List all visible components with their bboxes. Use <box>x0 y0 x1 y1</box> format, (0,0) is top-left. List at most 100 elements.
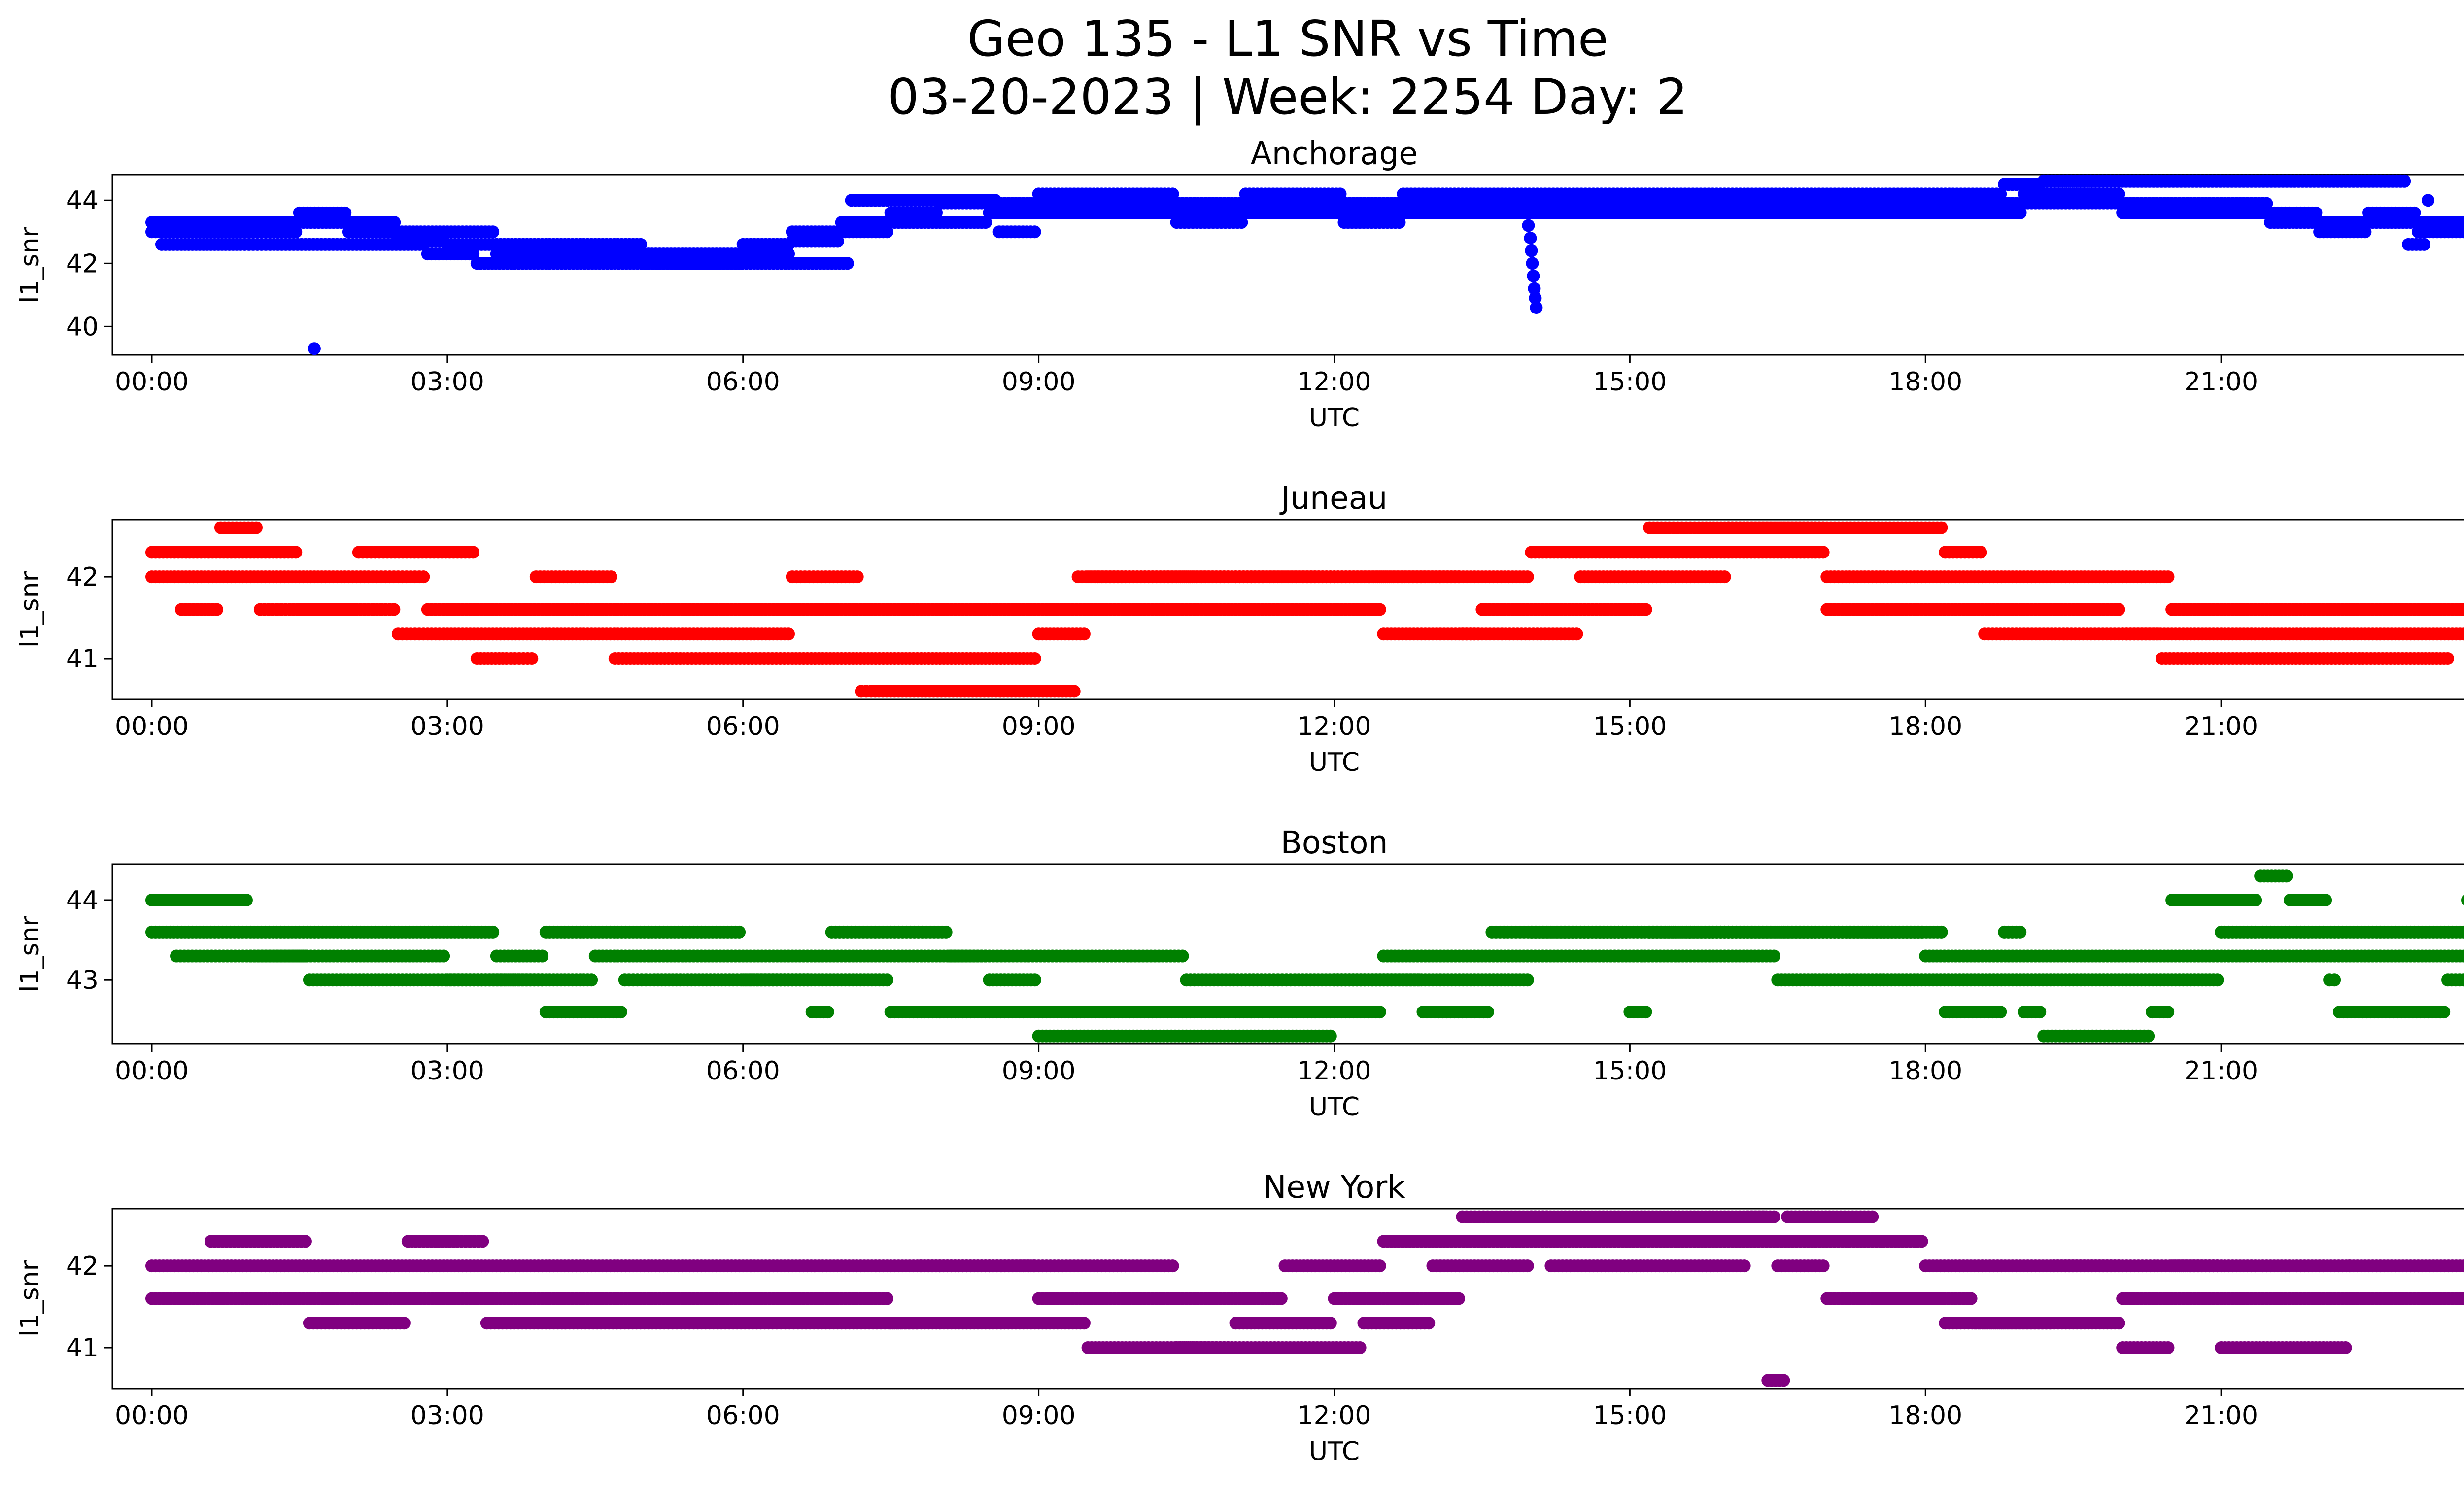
x-tick-label: 06:00 <box>706 1056 780 1086</box>
data-point <box>1639 603 1652 616</box>
data-point <box>1522 219 1535 232</box>
data-point <box>880 973 893 987</box>
panel-1: Juneau 00:00 03:00 06:00 09:00 12:00 15:00 18:0… <box>15 480 2464 777</box>
figure-title-line-1: Geo 135 - L1 SNR vs Time <box>967 10 1608 68</box>
data-point <box>604 570 617 584</box>
data-point <box>1373 603 1386 616</box>
x-tick-label: 18:00 <box>1888 367 1962 397</box>
data-point <box>1028 652 1041 665</box>
panel-title: Boston <box>1281 825 1388 861</box>
data-point <box>989 194 1002 207</box>
x-axis-label: UTC <box>1309 403 1360 433</box>
data-point <box>1077 627 1091 641</box>
x-tick-label: 15:00 <box>1593 712 1667 741</box>
data-point <box>525 652 539 665</box>
data-points <box>145 869 2464 1043</box>
x-tick-label: 15:00 <box>1593 367 1667 397</box>
x-axis-label: UTC <box>1309 1092 1360 1122</box>
y-tick-label: 44 <box>66 186 99 215</box>
figure-title: Geo 135 - L1 SNR vs Time 03-20-2023 | We… <box>0 10 2464 126</box>
x-tick-label: 18:00 <box>1888 1056 1962 1086</box>
data-point <box>437 949 450 963</box>
data-point <box>1235 216 1248 229</box>
data-point <box>1373 1006 1386 1019</box>
data-point <box>486 225 500 239</box>
data-point <box>1452 570 1465 584</box>
y-tick-label: 40 <box>66 312 99 342</box>
data-point <box>1529 291 1542 305</box>
x-tick-label: 00:00 <box>115 712 189 741</box>
data-point <box>1528 282 1541 295</box>
x-tick-label: 15:00 <box>1593 1056 1667 1086</box>
data-point <box>782 238 795 251</box>
data-point <box>1521 973 1534 987</box>
data-points <box>145 521 2464 698</box>
x-tick-label: 18:00 <box>1888 712 1962 741</box>
y-axis-label: l1_snr <box>15 915 45 992</box>
panel-2: Boston 00:00 03:00 06:00 09:00 12:00 15:00 18:0… <box>15 825 2464 1122</box>
data-points <box>145 174 2464 355</box>
data-point <box>2152 627 2165 641</box>
data-point <box>289 546 303 559</box>
x-tick-label: 00:00 <box>115 1056 189 1086</box>
data-point <box>733 925 746 939</box>
data-point <box>348 603 362 616</box>
data-point <box>1334 187 1347 201</box>
y-tick-label: 43 <box>66 966 99 995</box>
figure-title-line-2: 03-20-2023 | Week: 2254 Day: 2 <box>888 68 1688 126</box>
data-point <box>308 342 321 355</box>
data-point <box>733 949 746 963</box>
data-point <box>210 603 223 616</box>
data-point <box>1525 244 1538 257</box>
data-point <box>387 603 401 616</box>
data-point <box>585 973 598 987</box>
data-point <box>1935 521 1948 534</box>
data-point <box>1324 1029 1337 1043</box>
data-point <box>1393 216 1406 229</box>
data-point <box>1521 570 1534 584</box>
x-tick-label: 09:00 <box>1002 1056 1076 1086</box>
data-point <box>1028 1006 1041 1019</box>
y-tick-label: 41 <box>66 644 99 674</box>
data-point <box>2422 194 2435 207</box>
data-point <box>2441 652 2455 665</box>
x-tick-label: 12:00 <box>1298 1056 1371 1086</box>
data-point <box>1718 570 1731 584</box>
x-tick-label: 03:00 <box>411 712 484 741</box>
x-tick-label: 03:00 <box>411 367 484 397</box>
x-tick-label: 09:00 <box>1002 712 1076 741</box>
data-point <box>289 570 303 584</box>
data-point <box>1166 187 1179 201</box>
data-point <box>2461 217 2464 228</box>
data-point <box>1524 232 1537 245</box>
data-point <box>1530 301 1543 314</box>
data-point <box>240 894 253 906</box>
x-tick-label: 21:00 <box>2184 367 2258 397</box>
x-tick-label: 06:00 <box>706 367 780 397</box>
data-point <box>1520 203 1533 216</box>
data-point <box>841 257 854 270</box>
y-tick-label: 44 <box>66 886 99 915</box>
panel-title: Anchorage <box>1251 136 1418 172</box>
y-axis-label: l1_snr <box>15 226 45 303</box>
data-point <box>1028 225 1041 239</box>
x-tick-label: 00:00 <box>115 367 189 397</box>
x-tick-label: 12:00 <box>1298 712 1371 741</box>
data-point <box>2161 570 2175 584</box>
data-point <box>536 949 549 963</box>
data-point <box>249 521 263 534</box>
data-point <box>2418 238 2431 251</box>
data-point <box>486 925 500 939</box>
data-point <box>1067 685 1081 698</box>
data-point <box>2112 603 2125 616</box>
y-tick-label: 42 <box>66 249 99 278</box>
x-tick-label: 03:00 <box>411 1056 484 1086</box>
x-tick-label: 21:00 <box>2184 1056 2258 1086</box>
x-tick-label: 12:00 <box>1298 367 1371 397</box>
data-point <box>2461 226 2464 238</box>
x-tick-label: 06:00 <box>706 712 780 741</box>
panel-title: Juneau <box>1279 480 1388 516</box>
data-point <box>1028 973 1041 987</box>
x-tick-label: 21:00 <box>2184 712 2258 741</box>
